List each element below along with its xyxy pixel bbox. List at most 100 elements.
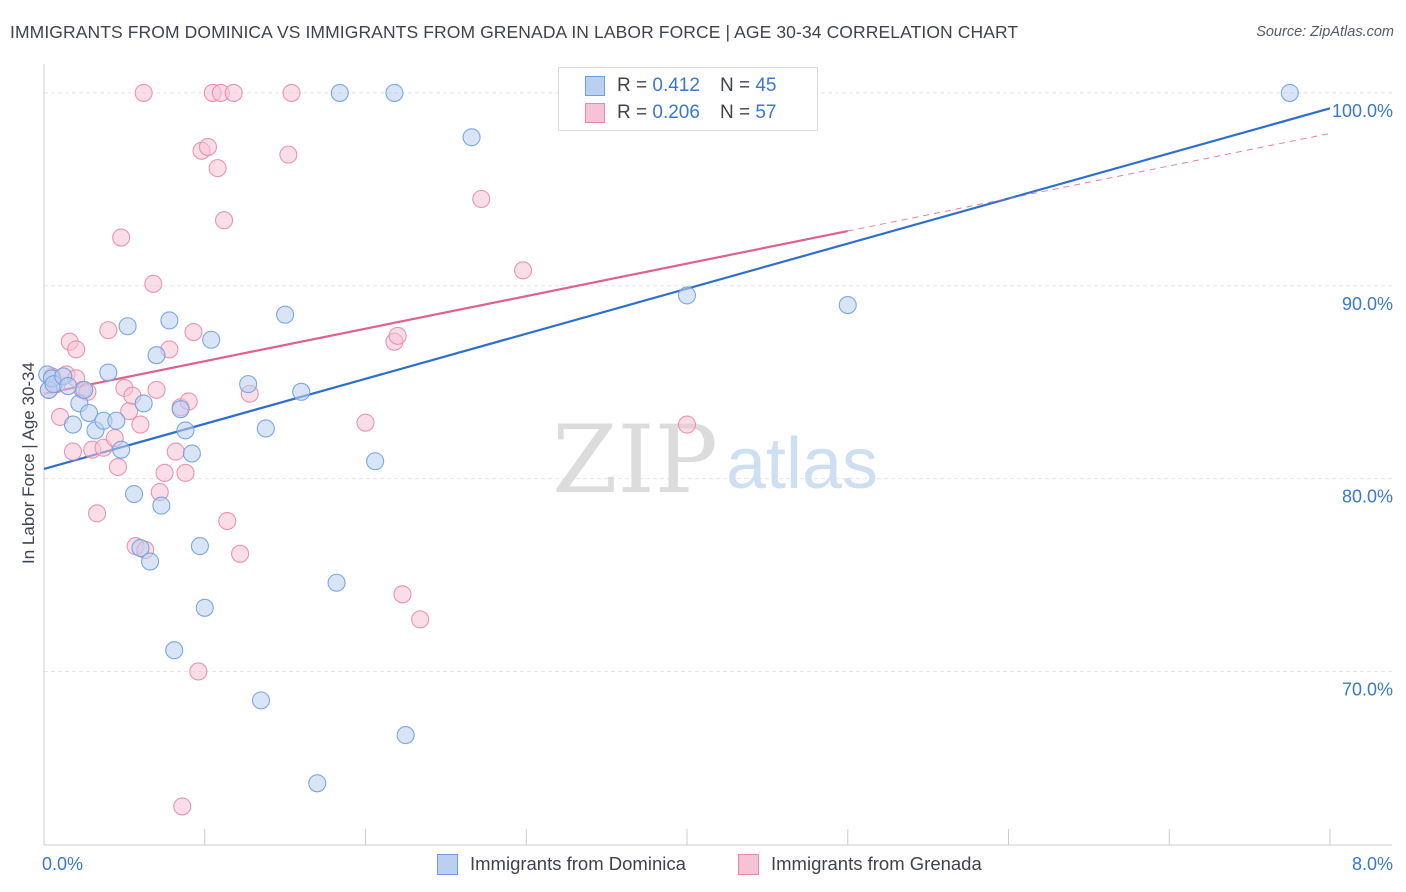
dominica-point [330,83,349,102]
grenada-point [173,797,192,816]
grenada-point [189,662,208,681]
dominica-point [171,400,190,419]
legend-swatch-grenada [585,103,605,123]
dominica-point [165,641,184,660]
dominica-point [112,440,131,459]
dominica-point [99,363,118,382]
grenada-point [393,585,412,604]
y-axis-label: In Labor Force | Age 30-34 [19,362,38,564]
grenada-trend-line [43,229,848,395]
correlation-legend: R = 0.412 N = 45 R = 0.206 N = 57 [558,67,818,131]
grenada-point [282,83,301,102]
grenada-point [513,261,533,280]
dominica-point [239,375,258,394]
grenada-point [144,274,163,293]
grenada-point [184,322,203,342]
dominica-point [134,394,153,413]
y-tick-label: 100.0% [1332,101,1393,121]
dominica-point [366,452,385,471]
dominica-point [107,411,126,430]
watermark: ZIP atlas [552,406,878,515]
dominica-point [118,317,137,336]
legend-n-label: N = [719,102,751,123]
legend-n-label: N = [719,75,751,96]
dominica-point [147,346,166,365]
dominica-point [182,444,201,463]
y-tick-label: 90.0% [1342,294,1393,314]
grenada-point [108,457,127,477]
grenada-point [87,504,107,523]
source-credit: Source: ZipAtlas.com [1256,24,1394,40]
legend-r-value-dominica: 0.412 [652,75,700,96]
dominica-point [79,403,99,423]
grenada-point [208,159,227,178]
grenada-point [198,137,218,156]
chart-title: IMMIGRANTS FROM DOMINICA VS IMMIGRANTS F… [10,22,1019,42]
legend-r-label: R = [617,102,648,123]
grenada-point [112,228,131,247]
grenada-point [356,413,375,432]
dominica-point [677,286,697,305]
grenada-point [134,83,153,102]
dominica-point [385,83,404,102]
dominica-point [160,311,179,330]
series-swatch-dominica [437,853,458,875]
dominica-point [75,380,94,399]
grenada-point [224,83,243,102]
legend-n-value-grenada: 57 [755,102,777,123]
series-legend-grenada: Immigrants from Grenada [738,852,982,876]
grenada-point [63,442,82,461]
series-label-dominica: Immigrants from Dominica [470,853,686,874]
dominica-point [131,538,150,558]
y-tick-label: 70.0% [1342,679,1393,699]
dominica-point [396,726,415,745]
legend-r-label: R = [617,75,648,96]
grenada-point [155,463,174,482]
legend-row-dominica: R = 0.412 N = 45 [585,74,776,98]
grenada-trend-extension [847,132,1331,232]
grenada-point [131,415,150,434]
grenada-point [214,211,234,230]
x-tick-label-max: 8.0% [1352,854,1393,874]
legend-r-value-grenada: 0.206 [652,102,700,123]
series-legend-dominica: Immigrants from Dominica [437,852,686,876]
series-swatch-grenada [738,853,759,875]
dominica-point [176,421,195,440]
dominica-point [462,128,481,147]
grenada-point [147,380,166,399]
grenada-point [472,189,491,209]
y-tick-label: 80.0% [1342,487,1393,507]
dominica-point [292,382,311,401]
grenada-point [411,610,430,629]
tick-labels: 70.0% 80.0% 90.0% 100.0% 0.0% 8.0% [42,101,1393,874]
watermark-atlas: atlas [726,424,878,504]
dominica-point [152,496,171,515]
legend-swatch-dominica [585,76,605,96]
dominica-point [202,330,221,349]
dominica-point [308,774,327,793]
legend-row-grenada: R = 0.206 N = 57 [585,101,776,125]
legend-n-value-dominica: 45 [755,75,777,96]
dominica-point [256,419,275,438]
dominica-point [63,415,82,434]
dominica-point [141,552,160,571]
grenada-point [218,511,237,531]
dominica-point [276,305,295,324]
axes [43,64,1392,846]
grenada-point [279,145,298,164]
dominica-point [838,295,857,315]
grenada-point [176,463,195,482]
dominica-point [190,537,209,556]
x-tick-label-min: 0.0% [42,854,83,874]
grenada-point [231,544,250,563]
series-label-grenada: Immigrants from Grenada [771,853,982,874]
grenada-point [99,321,118,340]
dominica-point [1280,83,1299,102]
grenada-point [677,415,697,434]
dominica-point [195,598,214,617]
dominica-point [124,484,144,504]
dominica-point [59,376,78,396]
grenada-point [67,340,86,359]
grenada-point [388,326,407,345]
